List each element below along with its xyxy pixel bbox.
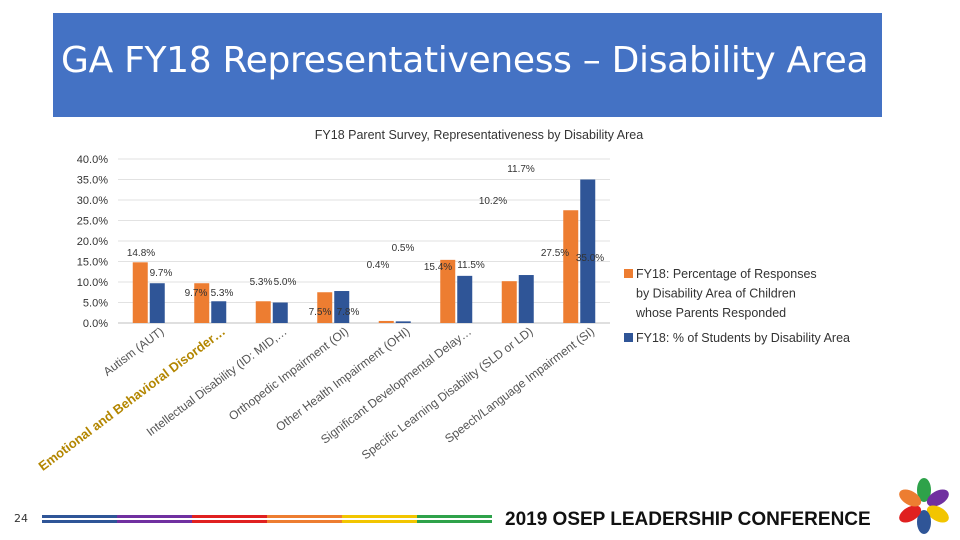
legend-swatch-2 [624,333,633,342]
data-label: 5.3% [250,277,273,288]
y-tick-label: 25.0% [77,216,108,228]
bar-2 [272,302,288,323]
conference-name: 2019 OSEP LEADERSHIP CONFERENCE [505,509,871,530]
footer-stripe [342,520,417,523]
data-label: 11.7% [507,164,535,175]
data-label: 5.0% [274,277,297,288]
title-band: GA FY18 Representativeness – Disability … [53,13,882,117]
page-title: GA FY18 Representativeness – Disability … [61,40,869,81]
y-tick-label: 20.0% [77,236,108,248]
data-label: 0.5% [392,243,415,254]
legend-label-1: FY18: Percentage of Responses by Disabili… [635,267,817,320]
footer-stripe [42,520,117,523]
data-label: 7.5% [309,307,332,318]
y-tick-label: 10.0% [77,277,108,289]
bar-1 [194,283,210,323]
bar-2 [457,275,473,323]
y-tick-label: 35.0% [77,175,108,187]
footer-color-stripes [42,515,492,523]
footer-stripe [42,515,117,518]
footer-stripe [342,515,417,518]
footer-stripe [267,515,342,518]
legend-swatch-1 [624,269,633,278]
data-label: 7.8% [337,307,360,318]
footer-stripe [192,520,267,523]
data-label: 11.5% [457,260,485,271]
bar-2 [395,321,411,323]
chart-title: FY18 Parent Survey, Representativeness b… [315,128,643,142]
y-tick-label: 15.0% [77,257,108,269]
footer-stripe [417,515,492,518]
bar-2 [149,283,165,323]
data-label: 9.7% [150,268,173,279]
footer-stripe [267,520,342,523]
bar-1 [501,281,517,323]
colorful-hands-logo-icon [899,478,949,534]
footer-stripe [117,515,192,518]
data-label: 14.8% [127,248,155,259]
bar-2 [334,291,350,323]
bar-1 [378,320,394,323]
legend-label: FY18: % of Students by Disability Area [636,331,850,345]
footer-stripe [117,520,192,523]
bar-1 [255,301,271,323]
y-tick-label: 5.0% [83,298,108,310]
y-tick-label: 30.0% [77,195,108,207]
data-label: 15.4% [424,262,452,273]
bar-1 [563,210,579,323]
bar-2 [580,179,596,323]
bar-2 [518,275,534,323]
data-label: 9.7% [185,288,208,299]
y-tick-label: 40.0% [77,154,108,166]
bar-1 [440,259,456,323]
data-label: 5.3% [211,288,234,299]
bar-1 [317,292,333,323]
data-label: 35.0% [576,253,604,264]
data-label: 27.5% [541,248,569,259]
footer-stripe [192,515,267,518]
page-number: 24 [14,512,28,525]
data-label: 10.2% [479,196,507,207]
x-category-label: Orthopedic Impairment (OI) [226,324,351,423]
bar-2 [211,301,227,323]
bar-1 [132,262,148,323]
footer-stripe [417,520,492,523]
y-tick-label: 0.0% [83,318,108,330]
data-label: 0.4% [367,260,390,271]
